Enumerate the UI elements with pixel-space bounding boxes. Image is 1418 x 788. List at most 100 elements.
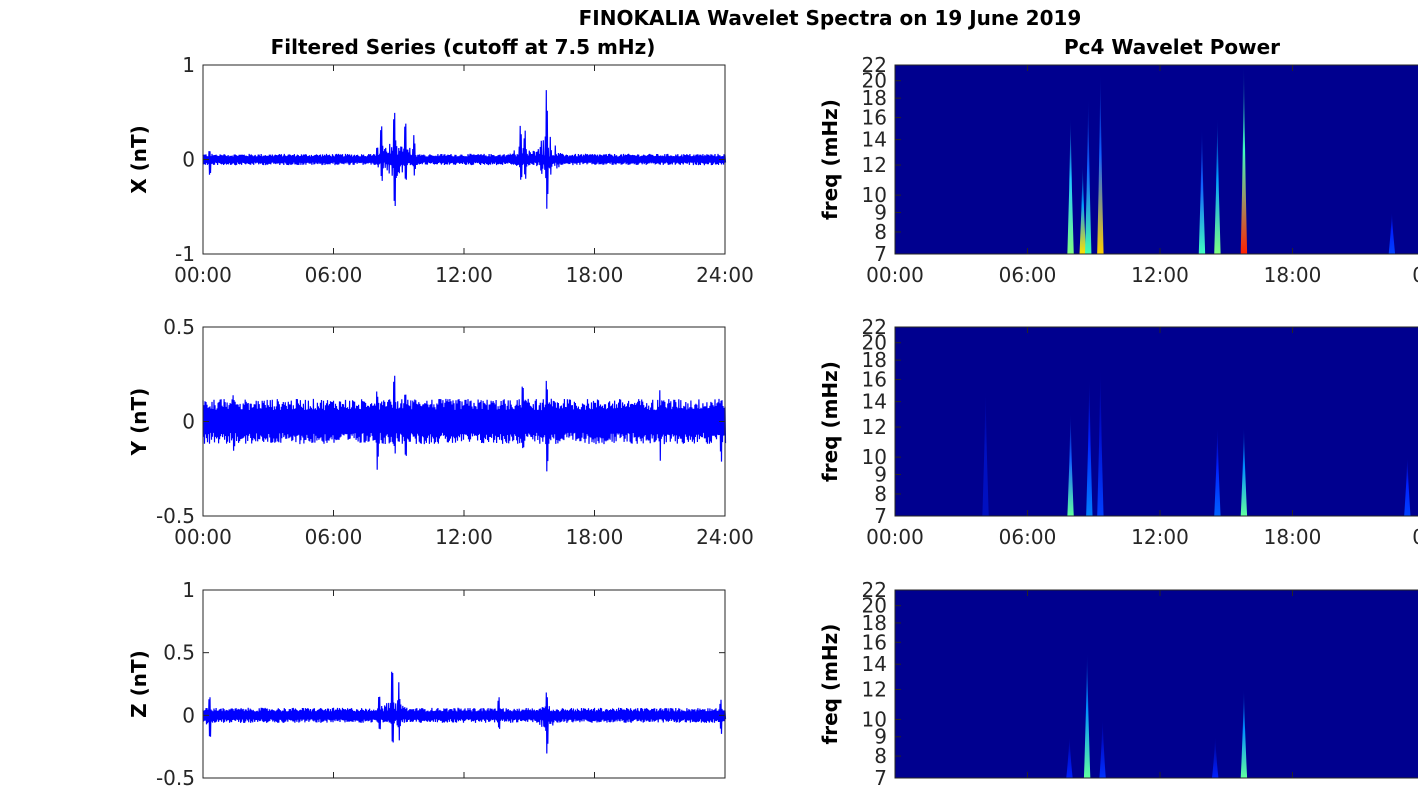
y-tick-label: 1 xyxy=(182,578,195,602)
y-tick-label: 8 xyxy=(874,744,887,768)
time-series-x-panel: -1 0 1 00:00 06:00 12:00 18:00 24:00 X (nT) xyxy=(127,53,754,287)
y-tick-label: 10 xyxy=(862,183,887,207)
x-tick-label: 18:00 xyxy=(566,525,624,549)
x-tick-label: 06:00 xyxy=(305,263,363,287)
x-tick-label: 00 xyxy=(1412,263,1418,287)
x-tick-label: 00:00 xyxy=(174,263,232,287)
y-tick-label: 14 xyxy=(862,128,887,152)
wavelet-burst xyxy=(1067,413,1074,516)
y-tick-label: 16 xyxy=(862,368,887,392)
y-tick-label: 8 xyxy=(874,220,887,244)
y-tick-label: 12 xyxy=(862,678,887,702)
wavelet-burst xyxy=(1067,117,1074,254)
y-tick-label: 16 xyxy=(862,106,887,130)
figure-title: FINOKALIA Wavelet Spectra on 19 June 201… xyxy=(579,6,1082,30)
y-tick-label: 20 xyxy=(862,69,887,93)
y-tick-label: 20 xyxy=(862,331,887,355)
plot-area xyxy=(203,590,725,778)
y-tick-label: 10 xyxy=(862,707,887,731)
x-tick-label: 12:00 xyxy=(1131,525,1189,549)
y-tick-label: 0 xyxy=(182,703,195,727)
y-tick-label: 16 xyxy=(862,630,887,654)
wavelet-burst xyxy=(1083,652,1091,778)
x-tick-label: 00:00 xyxy=(174,525,232,549)
y-axis-label: freq (mHz) xyxy=(818,99,842,220)
y-tick-label: 9 xyxy=(874,463,887,487)
x-tick-label: 12:00 xyxy=(435,525,493,549)
x-tick-label: 12:00 xyxy=(1131,263,1189,287)
heatmap-background xyxy=(895,327,1418,516)
x-tick-label: 18:00 xyxy=(566,263,624,287)
y-tick-label: 22 xyxy=(862,315,887,339)
wavelet-burst xyxy=(982,390,989,516)
y-tick-label: 9 xyxy=(874,725,887,749)
y-axis-label: X (nT) xyxy=(127,125,151,194)
x-tick-label: 18:00 xyxy=(1264,525,1322,549)
y-tick-label: 0.5 xyxy=(163,641,195,665)
y-tick-label: -1 xyxy=(175,242,195,266)
series-line xyxy=(202,90,727,209)
y-tick-label: 12 xyxy=(862,153,887,177)
wavelet-burst xyxy=(1086,379,1093,516)
y-tick-label: 1 xyxy=(182,53,195,77)
x-tick-label: 18:00 xyxy=(1264,263,1322,287)
y-tick-label: 14 xyxy=(862,390,887,414)
y-tick-label: 0 xyxy=(182,410,195,434)
y-tick-label: 12 xyxy=(862,415,887,439)
y-tick-label: 20 xyxy=(862,594,887,618)
wavelet-burst xyxy=(1240,689,1248,778)
y-tick-label: 18 xyxy=(862,348,887,372)
time-series-y-panel: -0.5 0 0.5 00:00 06:00 12:00 18:00 24:00 Y (nT) xyxy=(127,315,754,549)
x-tick-label: 06:00 xyxy=(999,525,1057,549)
series-line xyxy=(202,375,727,472)
x-tick-label: 00:00 xyxy=(866,263,924,287)
y-tick-label: 9 xyxy=(874,201,887,225)
x-tick-label: 24:00 xyxy=(696,525,754,549)
wavelet-burst xyxy=(1085,98,1092,254)
y-tick-label: 18 xyxy=(862,611,887,635)
y-tick-label: 0 xyxy=(182,148,195,172)
wavelet-burst xyxy=(1214,117,1221,254)
x-tick-label: 00:00 xyxy=(866,525,924,549)
y-tick-label: 14 xyxy=(862,652,887,676)
y-tick-label: 7 xyxy=(874,242,887,266)
y-tick-label: 7 xyxy=(874,766,887,788)
wavelet-burst xyxy=(1214,427,1221,516)
wavelet-burst xyxy=(1240,65,1248,254)
x-tick-label: 06:00 xyxy=(999,263,1057,287)
y-tick-label: 18 xyxy=(862,86,887,110)
y-tick-label: 22 xyxy=(862,53,887,77)
y-axis-label: freq (mHz) xyxy=(818,361,842,482)
wavelet-burst xyxy=(1097,369,1104,516)
y-tick-label: 22 xyxy=(862,578,887,602)
y-axis-label: Y (nT) xyxy=(127,388,151,457)
y-tick-label: -0.5 xyxy=(156,504,195,528)
y-axis-label: Z (nT) xyxy=(127,650,151,718)
wavelet-burst xyxy=(1097,72,1104,254)
wavelet-burst xyxy=(1066,736,1073,778)
time-series-z-panel: -0.5 0 0.5 1 Z (nT) xyxy=(127,578,727,788)
wavelet-burst xyxy=(1240,427,1248,516)
y-tick-label: 0.5 xyxy=(163,315,195,339)
heatmap-background xyxy=(895,65,1418,254)
wavelet-burst xyxy=(1198,128,1206,254)
y-axis-label: freq (mHz) xyxy=(818,624,842,745)
x-tick-label: 06:00 xyxy=(305,525,363,549)
wavelet-burst xyxy=(1079,165,1086,254)
x-tick-label: 12:00 xyxy=(435,263,493,287)
heatmap-background xyxy=(895,590,1418,778)
left-column-title: Filtered Series (cutoff at 7.5 mHz) xyxy=(271,35,656,59)
x-tick-label: 24:00 xyxy=(696,263,754,287)
y-tick-label: -0.5 xyxy=(156,766,195,788)
wavelet-burst xyxy=(1212,736,1219,778)
series-line xyxy=(202,671,727,754)
y-tick-label: 7 xyxy=(874,504,887,528)
y-tick-label: 8 xyxy=(874,482,887,506)
x-tick-label: 00 xyxy=(1412,525,1418,549)
wavelet-burst xyxy=(1099,719,1106,778)
wavelet-burst xyxy=(1404,457,1411,516)
